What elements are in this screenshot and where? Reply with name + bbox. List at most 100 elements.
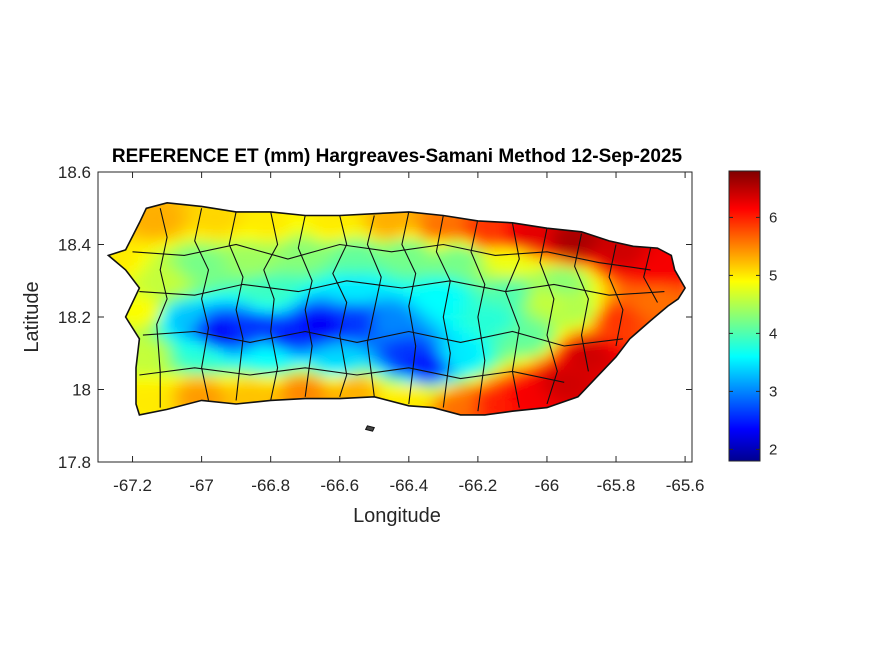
heatmap-cell bbox=[281, 245, 294, 258]
heatmap-cell bbox=[446, 254, 458, 267]
municipality-boundary bbox=[263, 211, 279, 401]
colorbar-tick-label: 3 bbox=[769, 383, 777, 400]
x-axis-label: Longitude bbox=[353, 505, 441, 527]
x-tick-label: -66.2 bbox=[459, 476, 498, 495]
municipality-boundary bbox=[139, 367, 565, 383]
municipality-boundary bbox=[139, 280, 665, 296]
municipality-boundary bbox=[297, 215, 313, 397]
heatmap-cell bbox=[627, 245, 640, 258]
heatmap-cell bbox=[402, 254, 415, 267]
heatmap-cell bbox=[437, 254, 450, 267]
heatmap-cell bbox=[411, 254, 424, 267]
heatmap-cell bbox=[489, 408, 502, 415]
heatmap-cell bbox=[420, 254, 433, 267]
heatmap-cell bbox=[480, 254, 493, 267]
heatmap-cell bbox=[238, 245, 251, 258]
heatmap-cell bbox=[523, 254, 536, 267]
heatmap-cell bbox=[532, 254, 545, 267]
heatmap-cell bbox=[376, 245, 389, 258]
heatmap-cell bbox=[290, 254, 303, 267]
heatmap-cell bbox=[273, 254, 286, 267]
heatmap-cell bbox=[610, 245, 622, 258]
heatmap-cell bbox=[610, 254, 622, 267]
heatmap-cell bbox=[541, 254, 553, 267]
heatmap-cell bbox=[264, 245, 277, 258]
heatmap-cell bbox=[152, 202, 165, 213]
heatmap-cell bbox=[463, 254, 476, 267]
et-heatmap bbox=[108, 202, 686, 415]
colorbar-tick-label: 5 bbox=[769, 267, 777, 284]
municipality-boundary bbox=[470, 218, 486, 412]
chart-title: REFERENCE ET (mm) Hargreaves-Samani Meth… bbox=[112, 146, 683, 167]
heatmap-cell bbox=[549, 245, 562, 258]
heatmap-cell bbox=[428, 245, 441, 258]
island-outline bbox=[106, 201, 687, 416]
municipality-boundary bbox=[608, 244, 624, 347]
municipality-boundary bbox=[539, 228, 558, 405]
municipality-boundary bbox=[366, 215, 382, 397]
heatmap-cell bbox=[506, 245, 519, 258]
heatmap-cell bbox=[117, 245, 130, 258]
heatmap-cell bbox=[212, 254, 225, 267]
heatmap-cell bbox=[342, 254, 355, 267]
heatmap-cell bbox=[169, 245, 182, 258]
heatmap-cell bbox=[195, 202, 208, 213]
heatmap-cell bbox=[437, 245, 450, 258]
x-tick-label: -66 bbox=[535, 476, 560, 495]
heatmap-cell bbox=[489, 245, 502, 258]
heatmap-cell bbox=[126, 254, 139, 267]
heatmap-cell bbox=[333, 245, 346, 258]
heatmap-cell bbox=[187, 202, 199, 213]
heatmap-cell bbox=[230, 245, 243, 258]
heatmap-cell bbox=[463, 408, 476, 415]
heatmap-cell bbox=[135, 245, 148, 258]
heatmap-cell bbox=[143, 408, 156, 415]
heatmap-cell bbox=[368, 245, 381, 258]
heatmap-cell bbox=[558, 254, 571, 267]
heatmap-cell bbox=[351, 245, 363, 258]
colorbar-tick-label: 2 bbox=[769, 441, 777, 458]
heatmap-cell bbox=[644, 245, 657, 258]
heatmap-cell bbox=[644, 254, 657, 267]
heatmap-cell bbox=[471, 408, 484, 415]
y-tick-label: 18.4 bbox=[58, 236, 91, 255]
y-tick-label: 17.8 bbox=[58, 453, 91, 472]
heatmap-cell bbox=[411, 245, 424, 258]
heatmap-cell bbox=[497, 254, 510, 267]
heatmap-cell bbox=[566, 245, 579, 258]
heatmap-cell bbox=[307, 254, 320, 267]
heatmap-cell bbox=[480, 245, 493, 258]
heatmap-cell bbox=[601, 245, 614, 258]
heatmap-cell bbox=[152, 245, 165, 258]
heatmap-cell bbox=[299, 254, 312, 267]
heatmap-cell bbox=[471, 254, 484, 267]
small-island bbox=[364, 425, 376, 432]
heatmap-cell bbox=[342, 245, 355, 258]
heatmap-cell bbox=[635, 254, 648, 267]
heatmap-cell bbox=[135, 408, 148, 415]
heatmap-cell bbox=[480, 408, 493, 415]
municipality-boundary bbox=[156, 208, 168, 408]
x-tick-label: -65.6 bbox=[666, 476, 705, 495]
heatmap-cell bbox=[247, 245, 260, 258]
heatmap-cell bbox=[376, 254, 389, 267]
heatmap-cell bbox=[152, 254, 165, 267]
heatmap-cell bbox=[679, 282, 686, 294]
heatmap-cell bbox=[661, 254, 674, 267]
heatmap-cell bbox=[515, 254, 528, 267]
heatmap-cell bbox=[169, 254, 182, 267]
y-tick-label: 18.6 bbox=[58, 163, 91, 182]
heatmap-cell bbox=[454, 408, 467, 415]
heatmap-cell bbox=[351, 254, 363, 267]
x-axis-ticks: -67.2 -67 -66.8 -66.6 -66.4 -66.2 -66 -65.8 -65.… bbox=[113, 172, 704, 495]
heatmap-cell bbox=[575, 245, 588, 258]
heatmap-cell bbox=[532, 245, 545, 258]
y-axis-ticks: 17.8 18 18.2 18.4 18.6 bbox=[58, 163, 692, 472]
heatmap-cell bbox=[523, 245, 536, 258]
heatmap-cell bbox=[161, 202, 174, 213]
y-axis-label: Latitude bbox=[21, 281, 43, 352]
heatmap-cell bbox=[333, 254, 346, 267]
heatmap-cell bbox=[178, 202, 191, 213]
heatmap-cell bbox=[359, 254, 372, 267]
